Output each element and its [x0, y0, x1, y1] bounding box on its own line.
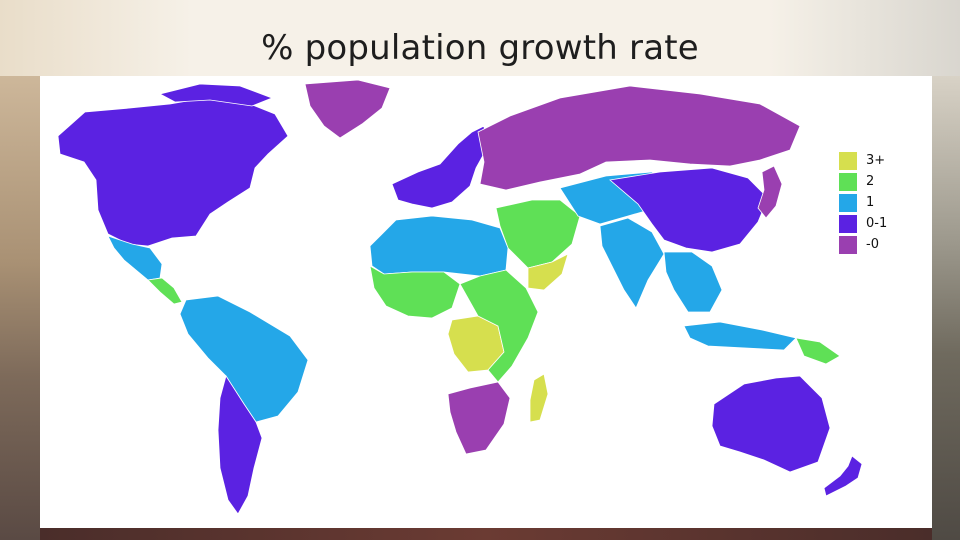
legend-item: 0-1 — [838, 213, 887, 234]
region-indonesia — [683, 321, 797, 351]
legend-label: 0-1 — [866, 216, 888, 231]
region-south-america — [179, 295, 309, 423]
region-north-africa — [369, 215, 509, 277]
region-madagascar — [529, 373, 549, 423]
map-legend: 3+ 2 1 0-1 -0 — [838, 150, 887, 255]
region-australia — [711, 375, 831, 473]
region-southern-africa — [447, 381, 511, 455]
world-map-panel — [40, 76, 932, 528]
region-india — [599, 217, 665, 309]
legend-label: 2 — [866, 174, 875, 189]
region-middle-east — [495, 199, 581, 269]
legend-label: 3+ — [866, 153, 886, 168]
region-central-america — [147, 277, 183, 305]
legend-item: 1 — [838, 192, 887, 213]
legend-swatch — [838, 213, 858, 234]
legend-label: -0 — [866, 237, 879, 252]
legend-item: 2 — [838, 171, 887, 192]
region-southeast-asia — [663, 251, 723, 313]
legend-swatch — [838, 234, 858, 255]
background-photo-left — [0, 76, 40, 540]
region-western-europe — [391, 125, 487, 209]
legend-swatch — [838, 171, 858, 192]
legend-swatch — [838, 192, 858, 213]
legend-item: 3+ — [838, 150, 887, 171]
world-map — [57, 79, 863, 515]
legend-swatch — [838, 150, 858, 171]
region-north-america — [57, 97, 289, 247]
region-japan — [757, 165, 783, 219]
region-argentina — [217, 375, 263, 515]
region-north-america-islands — [158, 83, 274, 107]
region-new-zealand — [823, 455, 863, 497]
background-photo-bottom — [40, 528, 932, 540]
region-papua — [795, 337, 841, 365]
region-greenland — [304, 79, 391, 139]
region-west-africa — [369, 265, 461, 319]
legend-label: 1 — [866, 195, 875, 210]
background-photo-right — [932, 76, 960, 540]
legend-item: -0 — [838, 234, 887, 255]
region-eastern-europe-russia — [477, 85, 801, 191]
region-china — [609, 167, 769, 253]
region-arabian-south — [527, 253, 569, 291]
slide-title: % population growth rate — [261, 28, 699, 68]
